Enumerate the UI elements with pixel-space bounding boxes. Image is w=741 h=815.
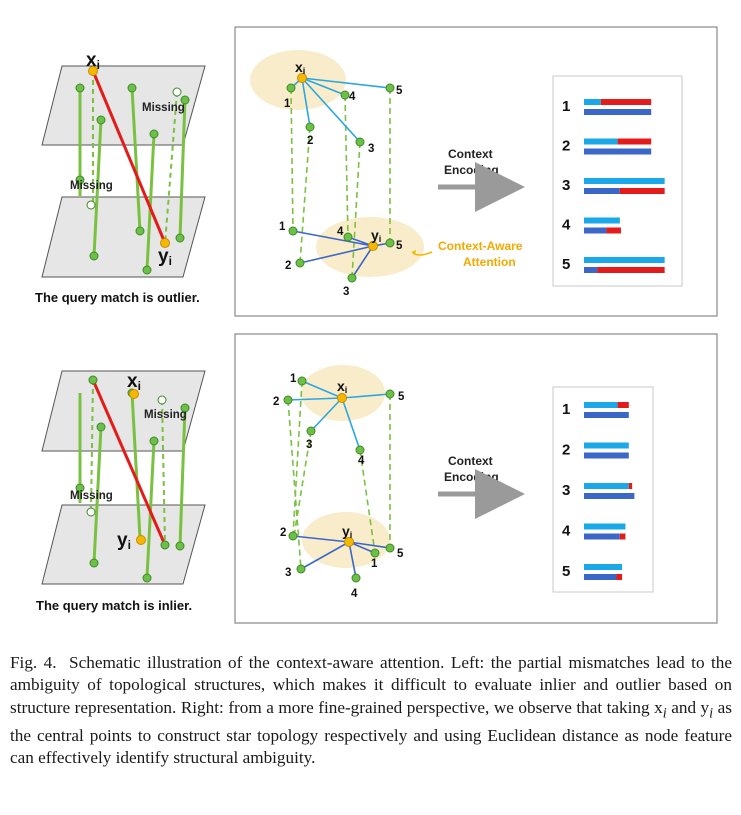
left-top-caption: The query match is outlier. bbox=[35, 290, 200, 305]
node-label: 1 bbox=[279, 221, 286, 233]
top-bar-red bbox=[600, 99, 652, 105]
lower-plane bbox=[41, 504, 206, 585]
yi-label: yi bbox=[371, 227, 381, 244]
top-bar-cyan bbox=[584, 402, 618, 408]
xi-label: xi bbox=[295, 59, 305, 76]
bottom-bar-blue bbox=[584, 148, 652, 155]
yi-label: yi bbox=[117, 530, 131, 552]
bottom-bar-blue bbox=[584, 109, 652, 115]
encoding-label: Encoding bbox=[444, 163, 499, 177]
top-bar-red bbox=[617, 138, 652, 145]
node-label: 5 bbox=[396, 240, 403, 252]
node-label: 4 bbox=[337, 226, 344, 238]
top-bar-cyan bbox=[584, 138, 618, 145]
node-label: 3 bbox=[285, 567, 291, 579]
row-label: 1 bbox=[562, 98, 570, 115]
left-bottom-caption: The query match is inlier. bbox=[36, 598, 192, 613]
context-label: Context bbox=[448, 147, 493, 161]
xi-label: xi bbox=[337, 378, 347, 395]
row-label: 1 bbox=[562, 401, 570, 418]
node-label: 4 bbox=[351, 588, 358, 600]
node-label: 2 bbox=[307, 135, 313, 147]
xi-label: xi bbox=[127, 371, 141, 393]
node-label: 1 bbox=[371, 558, 378, 570]
attention-label: Context-Aware bbox=[438, 239, 523, 253]
top-bar-cyan bbox=[584, 564, 623, 570]
yi-label: yi bbox=[342, 523, 352, 540]
row-label: 2 bbox=[562, 442, 570, 459]
caption-text-end: as the central points to construct star … bbox=[10, 697, 732, 768]
bars-bottom: 1 2 3 4 5 bbox=[562, 401, 635, 580]
missing-label-top: Missing bbox=[142, 102, 185, 114]
bottom-bar-red bbox=[616, 574, 623, 580]
bottom-bar-blue bbox=[584, 574, 617, 580]
node-label: 5 bbox=[397, 548, 404, 560]
row-label: 2 bbox=[562, 138, 570, 155]
node-label: 5 bbox=[396, 85, 403, 97]
row-label: 3 bbox=[562, 482, 570, 499]
row-label: 4 bbox=[562, 217, 571, 234]
row-label: 5 bbox=[562, 256, 570, 273]
top-bar-cyan bbox=[584, 523, 626, 530]
bars-top: 1 2 3 4 5 bbox=[562, 98, 665, 273]
bottom-bar-red bbox=[606, 227, 621, 234]
node-label: 2 bbox=[273, 396, 279, 408]
yi-label: yi bbox=[158, 246, 172, 268]
encoding-label: Encoding bbox=[444, 470, 499, 484]
bottom-bar-blue bbox=[584, 412, 629, 418]
node-label: 3 bbox=[368, 143, 374, 155]
lower-plane bbox=[41, 196, 206, 278]
node-label: 1 bbox=[290, 373, 297, 385]
node-label: 5 bbox=[398, 391, 405, 403]
right-top-panel: xi yi 1 2 3 4 5 1 2 3 4 5 Context Encodi… bbox=[234, 26, 718, 317]
row-label: 5 bbox=[562, 563, 570, 580]
right-bottom-panel: xi yi 1 2 3 4 5 1 2 3 4 5 Context Encodi… bbox=[234, 333, 718, 624]
node-label: 3 bbox=[306, 439, 312, 451]
figure: xi yi Missing Missing The query match is… bbox=[35, 26, 718, 624]
missing-label-bottom: Missing bbox=[70, 490, 113, 502]
top-bar-cyan bbox=[584, 257, 665, 263]
row-label: 3 bbox=[562, 177, 570, 194]
node-label: 2 bbox=[285, 260, 291, 272]
caption-sub: i bbox=[662, 705, 667, 722]
missing-label-bottom: Missing bbox=[70, 180, 113, 192]
bottom-bar-red bbox=[597, 267, 665, 273]
node-label: 4 bbox=[358, 455, 365, 467]
top-bar-cyan bbox=[584, 99, 601, 105]
top-bar-cyan bbox=[584, 217, 620, 224]
bottom-bar-blue bbox=[584, 452, 629, 459]
caption-and: and y bbox=[666, 697, 710, 717]
top-bar-cyan bbox=[584, 178, 665, 184]
bottom-bar-blue bbox=[584, 267, 598, 273]
figure-caption: Fig. 4. Schematic illustration of the co… bbox=[10, 652, 732, 769]
node-label: 3 bbox=[343, 286, 349, 298]
row-label: 4 bbox=[562, 523, 571, 540]
top-bar-cyan bbox=[584, 442, 629, 449]
caption-text: Schematic illustration of the context-aw… bbox=[10, 653, 732, 717]
caption-sub: i bbox=[709, 705, 714, 722]
node-label: 1 bbox=[284, 98, 291, 110]
node-label: 2 bbox=[280, 527, 286, 539]
missing-label-top: Missing bbox=[144, 409, 187, 421]
left-bottom-diagram: xi yi Missing Missing The query match is… bbox=[36, 370, 206, 613]
bottom-bar-blue bbox=[584, 227, 607, 234]
bottom-bar-blue bbox=[584, 493, 635, 499]
context-label: Context bbox=[448, 454, 493, 468]
bottom-bar-red bbox=[619, 533, 626, 540]
xi-label: xi bbox=[86, 50, 100, 72]
left-top-diagram: xi yi Missing Missing The query match is… bbox=[35, 50, 206, 305]
bottom-bar-blue bbox=[584, 188, 620, 194]
bottom-bar-red bbox=[619, 188, 665, 194]
figure-label: Fig. 4. bbox=[10, 653, 57, 672]
top-bar-cyan bbox=[584, 483, 629, 489]
bottom-bar-blue bbox=[584, 533, 620, 540]
top-bar-red bbox=[628, 483, 633, 489]
node-label: 4 bbox=[349, 91, 356, 103]
top-bar-red bbox=[617, 402, 629, 408]
attention-label: Attention bbox=[463, 255, 516, 269]
